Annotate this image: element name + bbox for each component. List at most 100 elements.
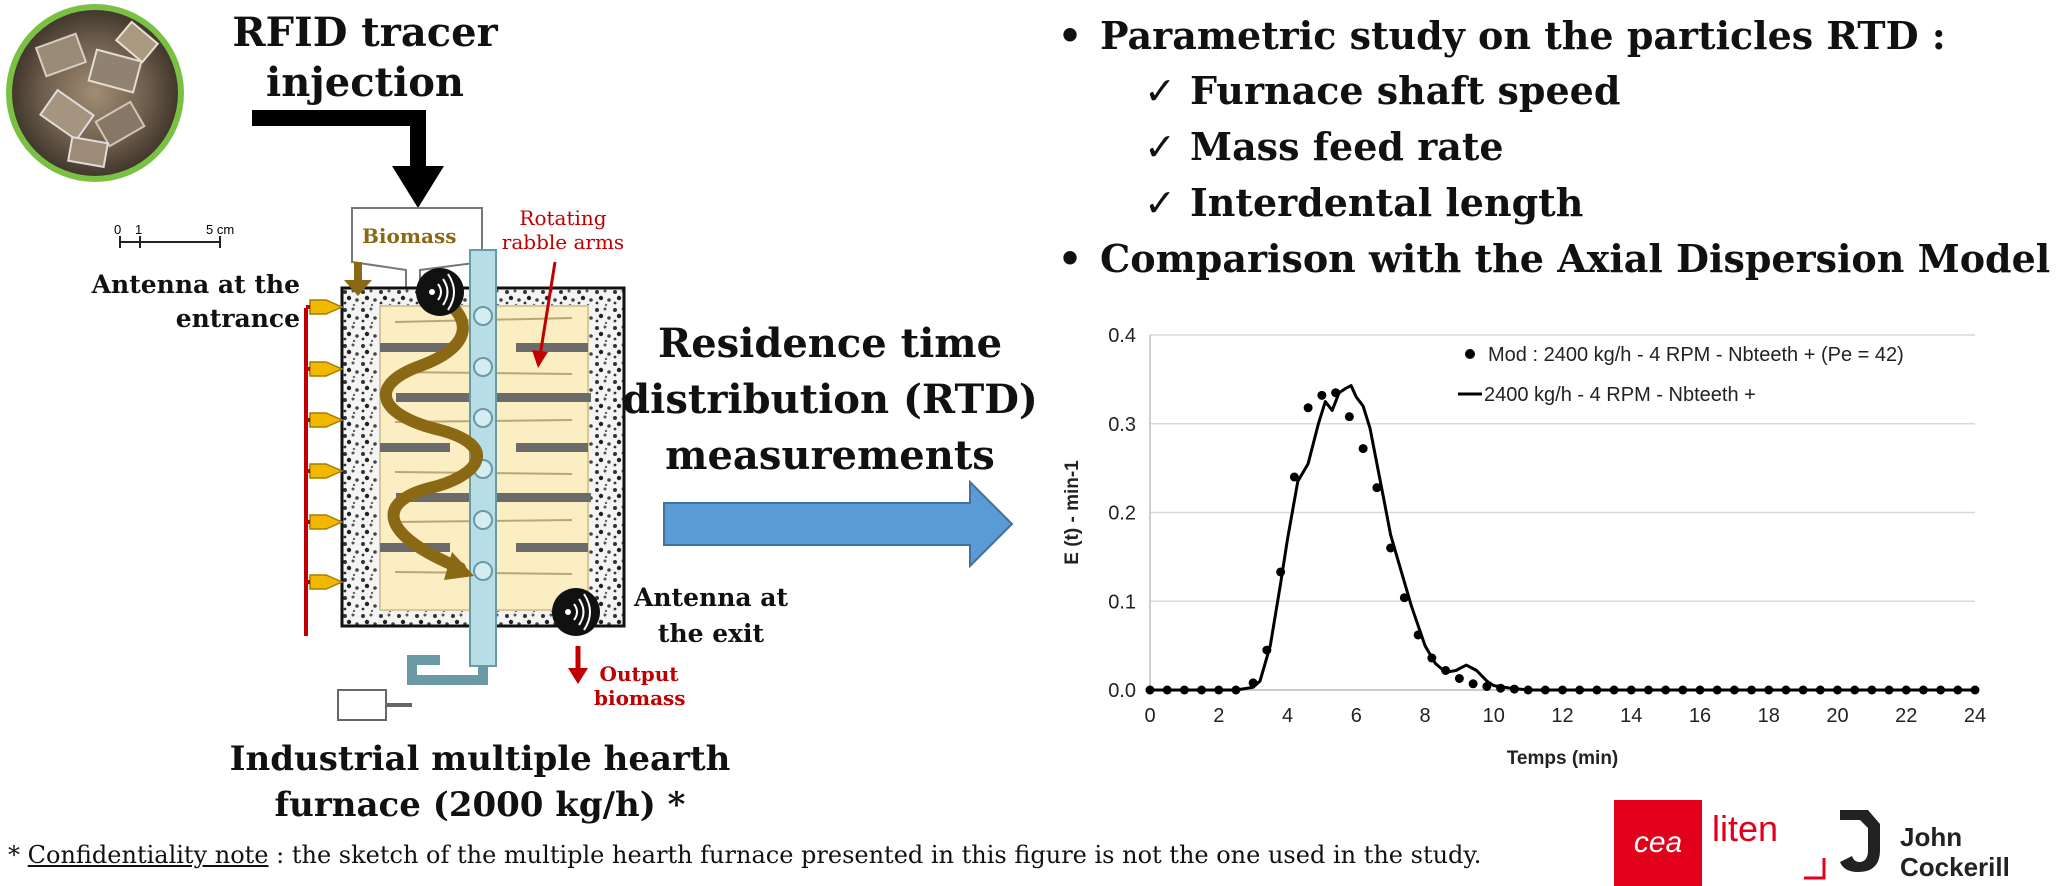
- y-tick-label: 0.2: [1108, 503, 1136, 525]
- y-tick-label: 0.0: [1108, 680, 1136, 702]
- data-point: [1427, 653, 1437, 663]
- data-point: [1712, 685, 1722, 695]
- output-arrow: [568, 646, 588, 684]
- data-point: [1482, 681, 1492, 691]
- data-point: [1262, 645, 1272, 655]
- shaft-couplings: [473, 306, 493, 581]
- exit-rfid-signal-icon: [552, 588, 600, 636]
- x-tick-label: 2: [1213, 705, 1224, 727]
- data-point: [1833, 685, 1842, 695]
- legend-label-points: Mod : 2400 kg/h - 4 RPM - Nbteeth + (Pe …: [1488, 344, 1904, 366]
- scale-label-0: 0: [114, 222, 122, 237]
- confidentiality-note-label: Confidentiality note: [27, 841, 269, 869]
- data-point: [1729, 685, 1739, 695]
- y-axis-title: E (t) - min-1: [1062, 460, 1083, 565]
- x-tick-label: 16: [1689, 705, 1711, 727]
- data-point: [1162, 685, 1172, 695]
- bullet-parametric: • Parametric study on the particles RTD :: [1057, 13, 1946, 58]
- biomass-label: Biomass: [362, 224, 457, 248]
- entrance-antennas: [304, 299, 344, 636]
- cea-logo: cea: [1614, 800, 1702, 886]
- data-point: [1386, 543, 1396, 553]
- rfid-signal-icon: [416, 268, 464, 316]
- data-point: [1317, 390, 1327, 400]
- y-tick-label: 0.3: [1108, 414, 1136, 436]
- legend-label-line: 2400 kg/h - 4 RPM - Nbteeth +: [1484, 384, 1756, 406]
- biomass-flow-path: [380, 284, 483, 574]
- scale-label-1: 1: [135, 222, 143, 237]
- data-point: [1214, 685, 1224, 695]
- data-point: [1496, 683, 1506, 693]
- bullet-comparison: • Comparison with the Axial Dispersion Mo…: [1057, 236, 2051, 281]
- data-point: [1399, 593, 1409, 603]
- x-tick-label: 20: [1826, 705, 1848, 727]
- study-bullets: • Parametric study on the particles RTD :…: [1040, 8, 2070, 286]
- data-point: [1936, 685, 1946, 695]
- injection-arrow: [252, 110, 444, 208]
- data-point: [1592, 685, 1602, 695]
- y-tick-label: 0.4: [1108, 325, 1136, 347]
- x-tick-label: 12: [1551, 705, 1573, 727]
- data-point: [1747, 685, 1757, 695]
- data-point: [1509, 684, 1519, 694]
- data-point: [1344, 412, 1354, 422]
- data-point: [1454, 673, 1464, 683]
- data-point: [1145, 685, 1155, 695]
- data-point: [1558, 685, 1567, 695]
- data-point: [1358, 444, 1368, 454]
- data-point: [1678, 685, 1688, 695]
- confidentiality-footnote: * Confidentiality note : the sketch of t…: [8, 841, 1482, 869]
- antenna-entrance-label: Antenna at the entrance: [91, 270, 300, 333]
- data-point: [1303, 403, 1313, 413]
- x-tick-label: 10: [1483, 705, 1505, 727]
- x-tick-label: 18: [1758, 705, 1780, 727]
- data-point: [1248, 678, 1258, 688]
- rtd-chart: 0.00.10.20.30.40 2 4 6 8 10 12 14 16 18 20 22 24Temp…: [1062, 325, 1986, 769]
- output-biomass-label: Output biomass: [594, 662, 686, 710]
- check-item-interdental: ✓ Interdental length: [1040, 175, 2070, 231]
- rtd-blue-arrow: [663, 479, 1014, 569]
- data-point: [1918, 685, 1928, 695]
- data-point: [1575, 685, 1585, 695]
- data-point: [1764, 685, 1774, 695]
- data-point: [1413, 630, 1423, 640]
- liten-logo: liten: [1712, 808, 1779, 849]
- data-point: [1523, 685, 1533, 695]
- check-icon: ✓: [1144, 181, 1176, 225]
- data-point: [1609, 685, 1619, 695]
- data-point: [1867, 685, 1877, 695]
- x-tick-label: 6: [1351, 705, 1362, 727]
- x-tick-label: 24: [1964, 705, 1986, 727]
- data-point: [1901, 685, 1911, 695]
- data-point: [1661, 685, 1671, 695]
- biomass-flow-arrowhead: [444, 552, 474, 580]
- biomass-input-arrow: [344, 262, 372, 296]
- data-point: [1953, 685, 1963, 695]
- data-point: [1798, 685, 1808, 695]
- data-point: [1781, 685, 1791, 695]
- rabble-pointer-arrow: [532, 261, 557, 368]
- data-point: [1970, 685, 1980, 695]
- hopper: [351, 207, 483, 289]
- antenna-exit-label: Antenna at the exit: [633, 583, 789, 648]
- john-cockerill-logo-mark: [1840, 810, 1880, 872]
- rfid-tags-photo: [6, 4, 184, 182]
- liten-corner-mark: [1804, 858, 1826, 880]
- data-point: [1441, 665, 1451, 675]
- motor: [337, 655, 488, 721]
- legend-marker-points: [1465, 349, 1475, 359]
- data-point: [1815, 685, 1825, 695]
- data-point: [1695, 685, 1705, 695]
- data-point: [1540, 685, 1550, 695]
- x-tick-label: 22: [1895, 705, 1917, 727]
- data-point: [1850, 685, 1860, 695]
- x-tick-label: 4: [1282, 705, 1293, 727]
- data-point: [1468, 679, 1478, 689]
- x-tick-label: 0: [1144, 705, 1155, 727]
- check-icon: ✓: [1144, 69, 1176, 113]
- check-icon: ✓: [1144, 125, 1176, 169]
- scale-bar: [119, 236, 221, 248]
- check-item-shaft-speed: ✓ Furnace shaft speed: [1040, 63, 2070, 119]
- data-point: [1372, 483, 1382, 493]
- scale-label-5cm: 5 cm: [206, 222, 235, 237]
